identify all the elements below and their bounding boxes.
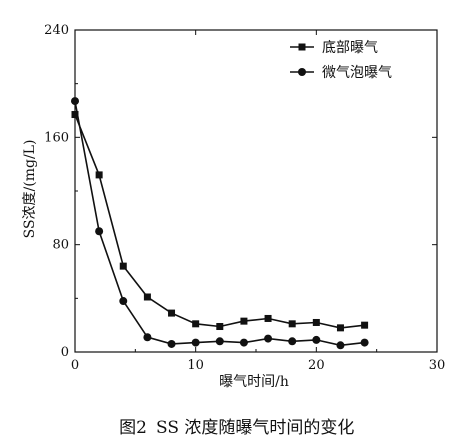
legend-label: 底部曝气 (322, 40, 378, 56)
data-point (191, 338, 200, 347)
y-tick-label: 240 (44, 23, 69, 38)
data-point (95, 171, 103, 179)
figure-caption-text: SS 浓度随曝气时间的变化 (156, 418, 354, 438)
data-point (216, 323, 224, 331)
data-point (167, 339, 176, 348)
series-line (74, 100, 365, 347)
y-tick-label: 0 (61, 345, 69, 360)
series-layer (71, 97, 369, 350)
data-point (71, 97, 79, 106)
series-line (74, 114, 365, 329)
legend-marker (298, 43, 306, 51)
data-point (143, 293, 151, 301)
series-2 (71, 97, 369, 350)
data-point (264, 314, 272, 322)
x-tick-label: 20 (308, 358, 325, 373)
data-point (336, 341, 345, 350)
data-point (143, 333, 152, 342)
x-tick-label: 10 (187, 358, 204, 373)
data-point (239, 338, 248, 347)
data-point (336, 324, 344, 332)
legend-item: 底部曝气 (290, 40, 378, 56)
y-axis-title: SS浓度/(mg/L) (22, 140, 38, 239)
data-point (215, 337, 224, 346)
data-point (95, 227, 104, 236)
legend-label: 微气泡曝气 (322, 65, 392, 81)
data-point (264, 334, 273, 343)
legend-item: 微气泡曝气 (290, 65, 392, 81)
data-point (312, 335, 321, 344)
data-point (360, 338, 369, 347)
x-tick-label: 30 (429, 358, 446, 373)
x-tick-label: 0 (71, 358, 79, 373)
data-point (288, 337, 297, 346)
data-point (192, 320, 200, 328)
data-point (240, 317, 248, 325)
data-point (312, 318, 320, 326)
data-point (71, 111, 79, 119)
legend-marker (298, 68, 306, 76)
y-tick-label: 160 (44, 130, 69, 145)
data-point (361, 321, 369, 329)
ticks: 0 10 20 30 0 80 160 240 (44, 23, 445, 373)
figure-caption-number: 图2 (119, 418, 147, 438)
series-1 (71, 111, 369, 332)
data-point (168, 309, 176, 317)
data-point (119, 262, 127, 270)
y-tick-label: 80 (52, 238, 69, 253)
x-axis-title: 曝气时间/h (219, 374, 289, 390)
data-point (288, 320, 296, 328)
data-point (119, 297, 128, 306)
